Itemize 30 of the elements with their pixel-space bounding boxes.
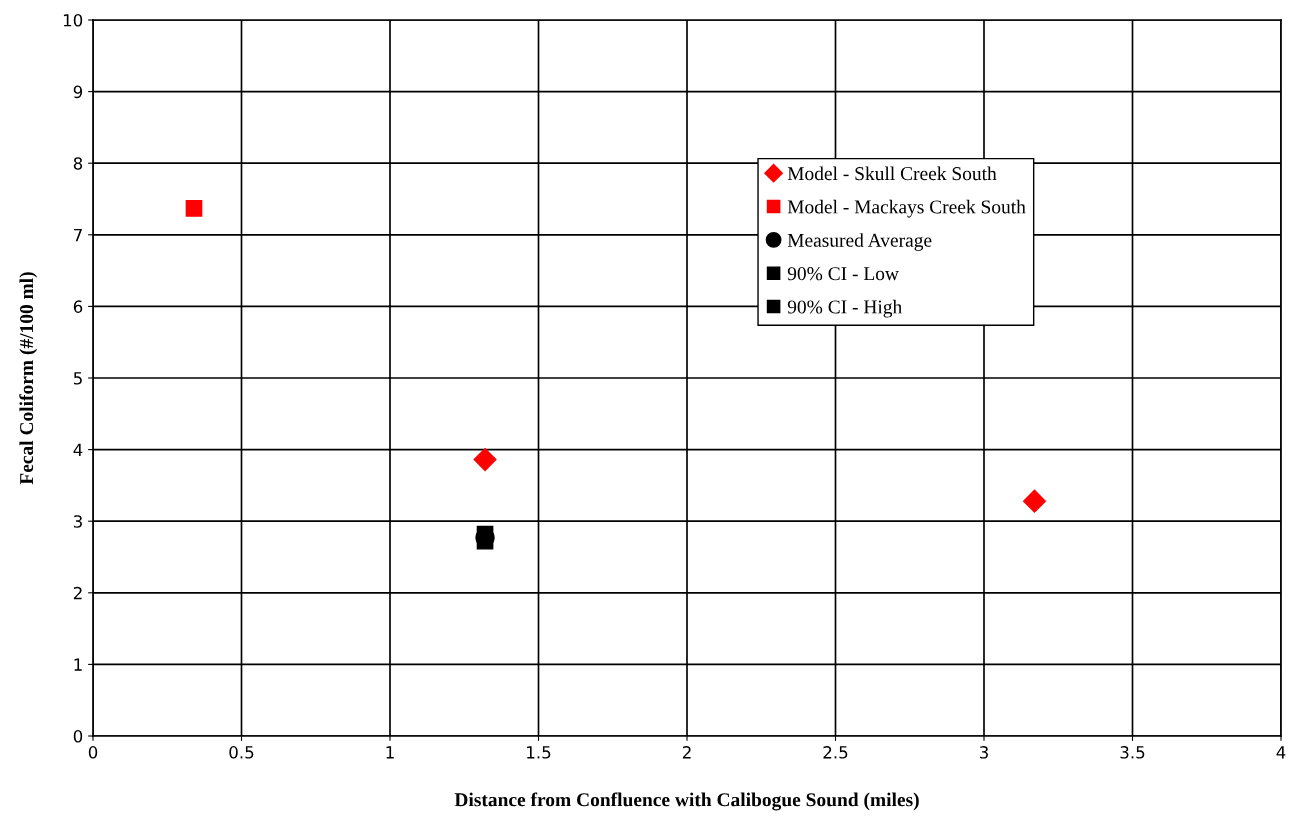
x-tick-label: 2: [682, 746, 691, 759]
x-tick-label: 3: [979, 746, 988, 759]
point: [1022, 489, 1046, 513]
point: [473, 448, 497, 472]
y-tick-label: 1: [74, 658, 82, 671]
x-axis-title: Distance from Confluence with Calibogue Sound (miles): [454, 792, 919, 811]
legend-label: 90% CI - Low: [787, 267, 899, 281]
x-tick-label: 0: [88, 746, 98, 759]
point: [185, 199, 203, 217]
y-tick-label: 3: [73, 515, 82, 528]
y-tick-label: 9: [73, 85, 83, 99]
x-tick-label: 1.5: [527, 746, 551, 759]
legend-label: Model - Mackays Creek South: [787, 199, 1026, 218]
y-tick-label: 4: [73, 443, 83, 456]
x-tick-label: 0.5: [229, 746, 254, 759]
y-tick-label: 6: [73, 300, 83, 313]
legend-label: Measured Average: [787, 233, 932, 251]
x-tick-label: 4: [1276, 746, 1286, 759]
legend-label: Model - Skull Creek South: [787, 166, 997, 181]
y-tick-label: 0: [73, 729, 83, 743]
x-tick-label: 2.5: [823, 746, 848, 759]
x-tick-label: 1: [386, 746, 394, 759]
y-tick-label: 2: [73, 586, 82, 600]
legend-label: 90% CI - High: [787, 299, 902, 318]
x-tick-label: 3.5: [1120, 746, 1145, 759]
y-tick-label: 10: [63, 13, 83, 27]
y-tick-label: 5: [73, 372, 82, 385]
y-tick-label: 7: [74, 228, 82, 242]
y-tick-label: 8: [73, 157, 83, 170]
y-axis-title: Fecal Coliform (#/100 ml): [19, 272, 38, 485]
